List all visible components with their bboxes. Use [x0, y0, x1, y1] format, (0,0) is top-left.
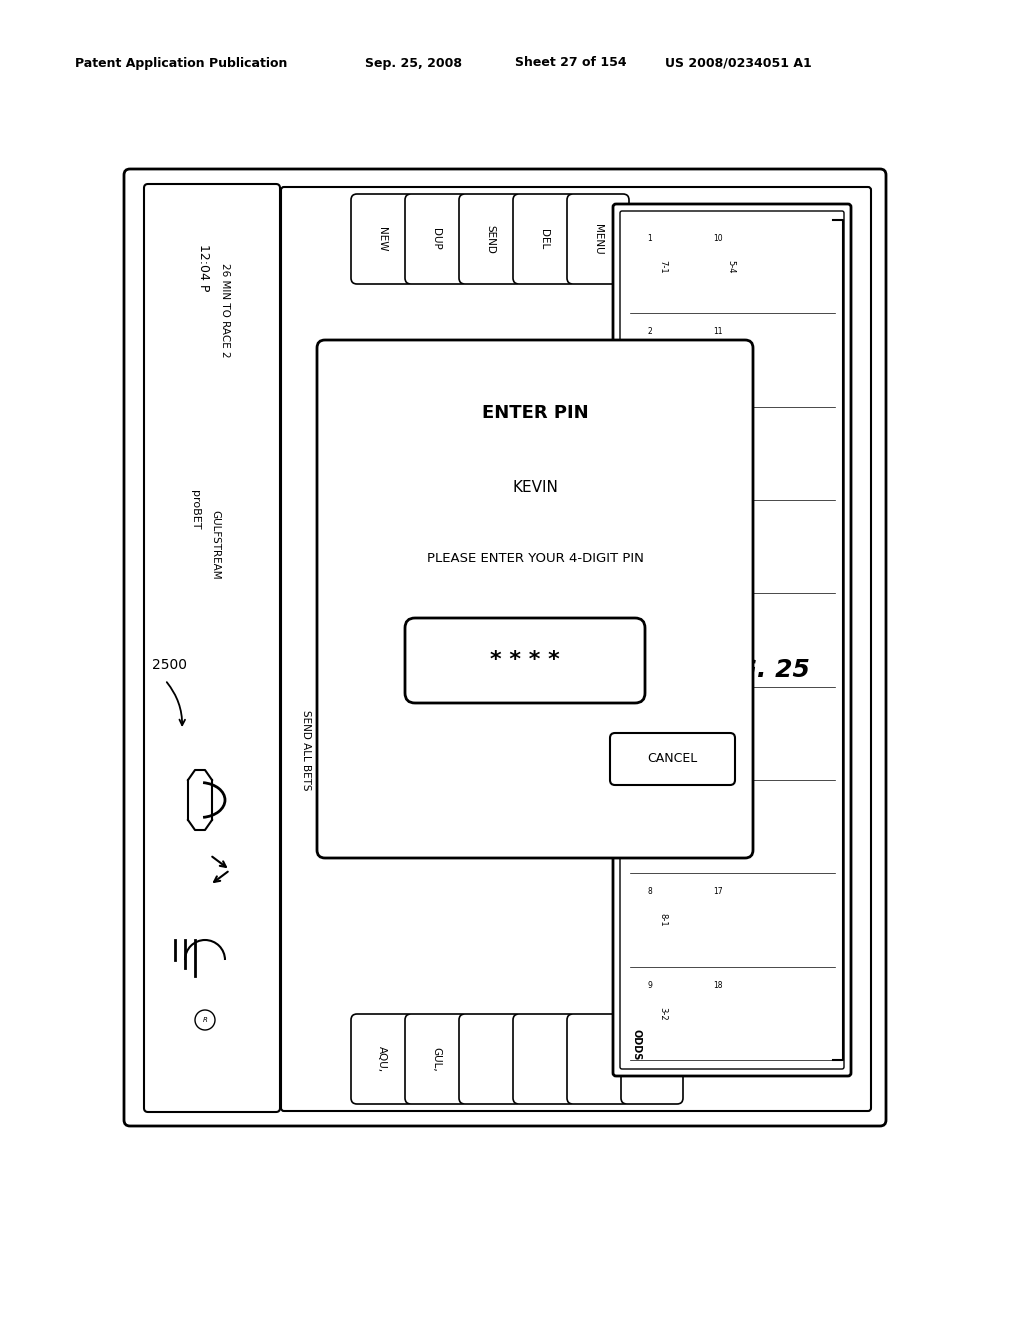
- Text: 10: 10: [713, 234, 723, 243]
- FancyBboxPatch shape: [406, 194, 467, 284]
- Text: PLEASE ENTER YOUR 4-DIGIT PIN: PLEASE ENTER YOUR 4-DIGIT PIN: [427, 552, 643, 565]
- Text: 2-1: 2-1: [726, 540, 735, 553]
- FancyBboxPatch shape: [610, 733, 735, 785]
- FancyBboxPatch shape: [406, 618, 645, 704]
- FancyBboxPatch shape: [613, 205, 851, 1076]
- Text: ENTER PIN: ENTER PIN: [481, 404, 589, 422]
- Text: 2502: 2502: [337, 611, 372, 624]
- FancyBboxPatch shape: [621, 1014, 683, 1104]
- Text: ODDS: ODDS: [632, 1030, 642, 1061]
- Text: 7: 7: [647, 795, 652, 803]
- Text: SEND: SEND: [485, 224, 495, 253]
- FancyBboxPatch shape: [513, 194, 575, 284]
- Text: 5-1: 5-1: [658, 354, 668, 367]
- Text: GUL,: GUL,: [431, 1047, 441, 1072]
- Text: 12-1: 12-1: [658, 537, 668, 556]
- Text: 2: 2: [647, 327, 652, 337]
- FancyBboxPatch shape: [513, 1014, 575, 1104]
- Text: 5-3: 5-3: [726, 446, 735, 461]
- Text: 13: 13: [713, 515, 723, 523]
- Text: Sheet 27 of 154: Sheet 27 of 154: [515, 57, 627, 70]
- Text: 6: 6: [647, 701, 652, 710]
- Text: 99-1: 99-1: [726, 351, 735, 370]
- Text: FIG. 25: FIG. 25: [710, 657, 810, 682]
- Text: 18: 18: [714, 981, 723, 990]
- Text: Patent Application Publication: Patent Application Publication: [75, 57, 288, 70]
- Text: 1: 1: [647, 234, 652, 243]
- Text: Sep. 25, 2008: Sep. 25, 2008: [365, 57, 462, 70]
- Text: AQU,: AQU,: [377, 1045, 387, 1072]
- Text: proBET: proBET: [190, 490, 200, 529]
- Text: SEND ALL BETS: SEND ALL BETS: [301, 710, 311, 791]
- Text: MENU: MENU: [593, 223, 603, 255]
- FancyBboxPatch shape: [351, 1014, 413, 1104]
- Text: 2500: 2500: [152, 657, 187, 672]
- Text: 3-2: 3-2: [658, 1007, 668, 1020]
- FancyBboxPatch shape: [459, 1014, 521, 1104]
- Text: 5: 5: [647, 607, 652, 616]
- Text: 9: 9: [647, 981, 652, 990]
- Text: DEL: DEL: [539, 228, 549, 249]
- FancyBboxPatch shape: [281, 187, 871, 1111]
- Text: 12: 12: [714, 421, 723, 430]
- FancyBboxPatch shape: [144, 183, 280, 1111]
- Text: 7-1: 7-1: [658, 260, 668, 273]
- Text: 2-3: 2-3: [658, 726, 668, 741]
- FancyBboxPatch shape: [567, 194, 629, 284]
- FancyBboxPatch shape: [459, 194, 521, 284]
- Text: 17: 17: [713, 887, 723, 896]
- Text: 12:04 P: 12:04 P: [197, 244, 210, 292]
- Text: 4: 4: [647, 515, 652, 523]
- Text: 60-1: 60-1: [726, 631, 735, 649]
- Text: 3: 3: [647, 421, 652, 430]
- Text: US 2008/0234051 A1: US 2008/0234051 A1: [665, 57, 812, 70]
- Text: R: R: [203, 1016, 208, 1023]
- Text: 10-1: 10-1: [658, 817, 668, 836]
- Text: 3-5: 3-5: [658, 446, 668, 461]
- FancyBboxPatch shape: [124, 169, 886, 1126]
- Text: 15: 15: [713, 701, 723, 710]
- FancyBboxPatch shape: [406, 1014, 467, 1104]
- Text: GULFSTREAM: GULFSTREAM: [210, 511, 220, 579]
- Text: 60-1: 60-1: [726, 723, 735, 743]
- Text: 8: 8: [647, 887, 652, 896]
- Text: 11: 11: [714, 327, 723, 337]
- Text: 16: 16: [713, 795, 723, 803]
- Text: 8-1: 8-1: [658, 913, 668, 927]
- Text: 90-1: 90-1: [658, 631, 668, 649]
- FancyBboxPatch shape: [317, 341, 753, 858]
- Text: 26 MIN TO RACE 2: 26 MIN TO RACE 2: [220, 263, 230, 358]
- FancyBboxPatch shape: [567, 1014, 629, 1104]
- Text: 5-4: 5-4: [726, 260, 735, 273]
- Text: KEVIN: KEVIN: [512, 480, 558, 495]
- Text: CANCEL: CANCEL: [647, 752, 697, 766]
- FancyBboxPatch shape: [351, 194, 413, 284]
- Text: * * * *: * * * *: [490, 651, 560, 671]
- Text: DUP: DUP: [431, 228, 441, 249]
- Text: NEW: NEW: [377, 227, 387, 251]
- Text: 14: 14: [713, 607, 723, 616]
- FancyBboxPatch shape: [620, 211, 844, 1069]
